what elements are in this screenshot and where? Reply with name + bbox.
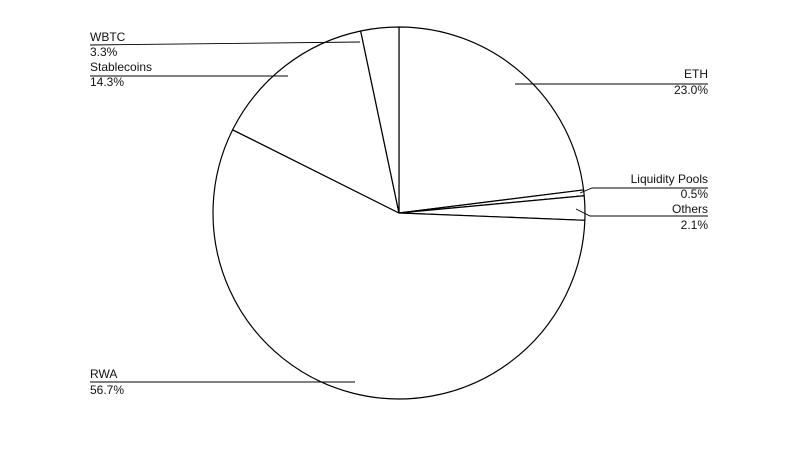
pie-slices xyxy=(212,26,586,400)
slice-value-stablecoins: 14.3% xyxy=(90,75,124,89)
slice-value-rwa: 56.7% xyxy=(90,383,124,397)
leader-line-liquidity-pools xyxy=(579,187,708,194)
leader-lines xyxy=(89,41,708,383)
pie-slice-wbtc xyxy=(360,26,400,214)
slice-value-others: 2.1% xyxy=(681,218,709,232)
slice-label-rwa: RWA xyxy=(90,367,117,381)
leader-line-others xyxy=(575,208,708,217)
slice-label-eth: ETH xyxy=(684,67,708,81)
slice-label-stablecoins: Stablecoins xyxy=(90,60,152,74)
leader-line-wbtc xyxy=(89,41,361,46)
pie-slice-eth xyxy=(398,26,585,214)
pie-slice-stablecoins xyxy=(232,30,400,214)
slice-label-liquidity-pools: Liquidity Pools xyxy=(631,172,708,186)
slice-value-liquidity-pools: 0.5% xyxy=(681,187,709,201)
slice-value-wbtc: 3.3% xyxy=(90,45,118,59)
slice-label-wbtc: WBTC xyxy=(90,30,126,44)
pie-slice-rwa xyxy=(212,129,586,400)
slice-label-others: Others xyxy=(672,202,708,216)
slice-value-eth: 23.0% xyxy=(674,83,708,97)
